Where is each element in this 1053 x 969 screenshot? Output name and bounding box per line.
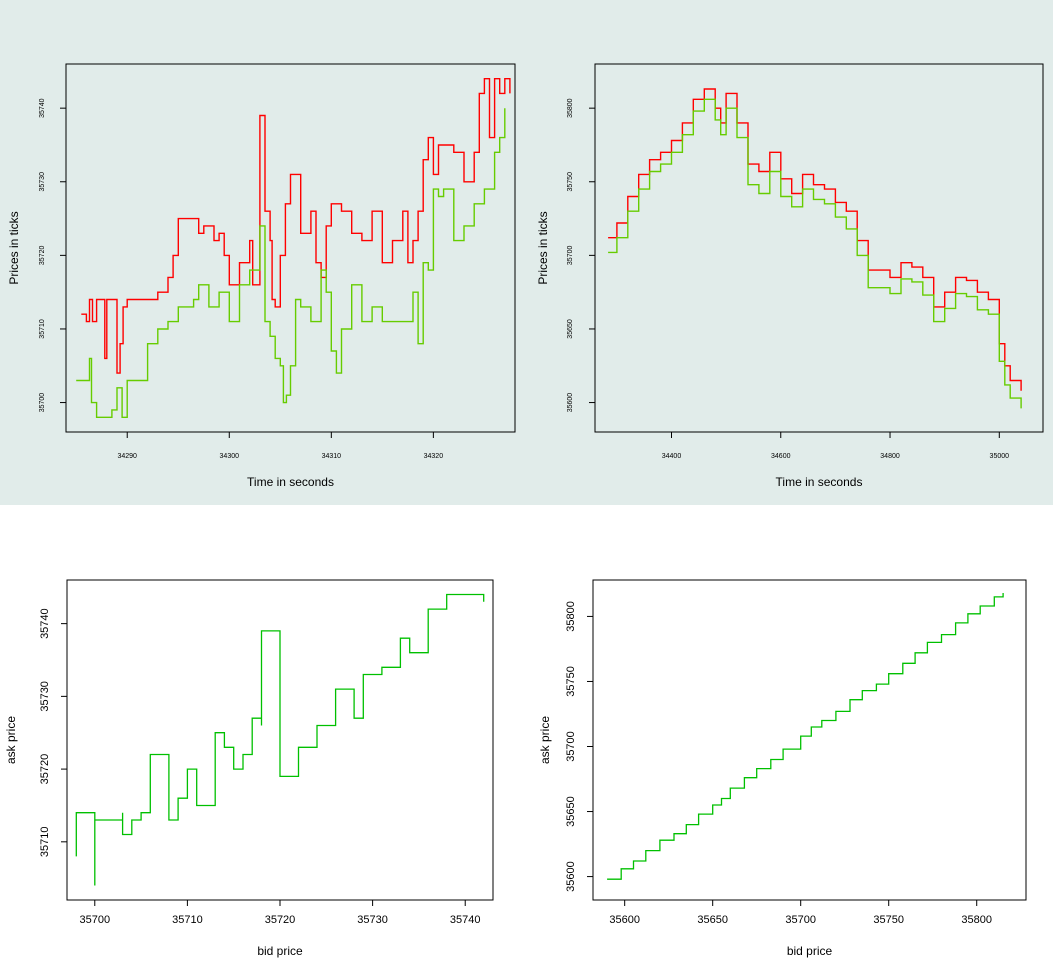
x-tick-label: 35740: [450, 914, 481, 926]
y-tick-label: 35700: [567, 246, 574, 266]
x-tick-label: 34290: [117, 453, 137, 460]
y-tick-label: 35600: [565, 861, 577, 892]
x-tick-label: 35700: [79, 914, 110, 926]
series-line-1: [76, 108, 506, 418]
plot-panel: [595, 64, 1043, 432]
x-axis-label: Time in seconds: [776, 475, 863, 489]
x-tick-label: 35730: [357, 914, 388, 926]
x-axis-label: bid price: [257, 944, 303, 958]
x-tick-label: 35800: [961, 914, 992, 926]
y-axis-label: Prices in ticks: [536, 211, 550, 284]
x-tick-label: 35750: [873, 914, 904, 926]
chart-bottom-left: 35700 35710 35720 35730 35740 35710 35720 35730…: [4, 579, 494, 958]
series-path-0: [607, 593, 1004, 880]
x-tick-label: 35720: [265, 914, 296, 926]
y-tick-label: 35700: [39, 393, 46, 413]
y-axis-label: ask price: [4, 716, 18, 764]
y-tick-label: 35650: [565, 796, 577, 827]
y-tick-label: 35700: [565, 731, 577, 762]
x-tick-label: 34320: [424, 453, 444, 460]
plot-frame: [592, 579, 1027, 901]
y-tick-label: 35720: [39, 246, 46, 266]
x-tick-label: 35600: [609, 914, 640, 926]
series-line-1: [608, 98, 1022, 409]
y-tick-label: 35650: [567, 319, 574, 339]
x-axis-label: bid price: [787, 944, 833, 958]
x-tick-label: 34400: [662, 453, 682, 460]
y-tick-label: 35740: [39, 608, 51, 639]
y-tick-label: 35730: [39, 172, 46, 192]
y-tick-label: 35800: [565, 601, 577, 632]
y-tick-label: 35730: [39, 681, 51, 712]
y-tick-label: 35800: [567, 98, 574, 118]
x-tick-label: 35700: [785, 914, 816, 926]
y-tick-label: 35750: [567, 172, 574, 192]
x-tick-label: 35000: [990, 453, 1010, 460]
x-tick-label: 35650: [697, 914, 728, 926]
y-tick-label: 35710: [39, 827, 51, 858]
y-axis-label: ask price: [538, 716, 552, 764]
y-axis-label: Prices in ticks: [7, 211, 21, 284]
x-tick-label: 34310: [322, 453, 342, 460]
y-tick-label: 35750: [565, 666, 577, 697]
y-tick-label: 35710: [39, 319, 46, 339]
x-axis-label: Time in seconds: [247, 475, 334, 489]
y-tick-label: 35600: [567, 393, 574, 413]
y-tick-label: 35720: [39, 754, 51, 785]
chart-bottom-right: 35600 35650 35700 35750 35800 35600 35650 35700…: [538, 579, 1027, 958]
x-tick-label: 34300: [220, 453, 240, 460]
plot-frame: [65, 63, 516, 433]
series-line-0: [81, 78, 511, 374]
chart-top-right: 34400 34600 34800 35000 35600 35650 35700 35750…: [536, 63, 1044, 489]
x-tick-label: 34600: [771, 453, 791, 460]
plot-frame: [594, 63, 1044, 433]
series-path-0: [75, 593, 485, 886]
x-tick-label: 34800: [880, 453, 900, 460]
y-tick-label: 35740: [39, 98, 46, 118]
chart-top-left: 34290 34300 34310 34320 35700 35710 35720 35730…: [7, 63, 516, 489]
x-tick-label: 35710: [172, 914, 203, 926]
